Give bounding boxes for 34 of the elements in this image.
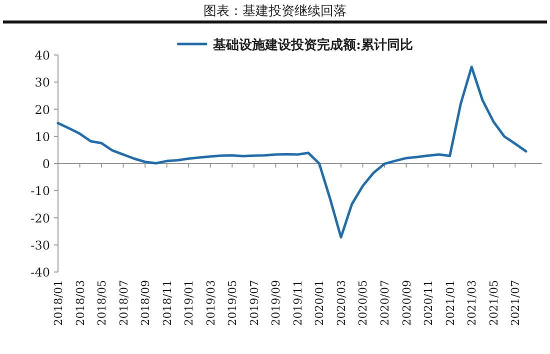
- legend-label: 基础设施建设投资完成额:累计同比: [212, 37, 413, 53]
- y-tick-label: 40: [34, 48, 50, 62]
- line-series: [56, 66, 528, 239]
- x-tick-label: 2018/11: [160, 280, 174, 326]
- x-tick-label: 2018/03: [74, 280, 87, 326]
- y-tick-label: 30: [34, 76, 50, 90]
- y-tick-label: -40: [30, 266, 50, 280]
- y-tick-label: -20: [30, 211, 50, 226]
- x-tick-label: 2020/05: [356, 280, 370, 326]
- x-tick-label: 2021/07: [509, 280, 522, 326]
- x-tick-label: 2019/01: [182, 280, 196, 326]
- x-tick-label: 2020/07: [378, 280, 392, 326]
- y-tick-label: -30: [30, 238, 50, 252]
- x-tick-label: 2019/09: [270, 280, 283, 326]
- y-tick-label: 20: [34, 102, 50, 117]
- x-tick-label: 2021/01: [444, 280, 457, 326]
- x-tick-label: 2020/11: [422, 280, 436, 326]
- x-tick-label: 2018/07: [117, 280, 130, 326]
- y-tick-label: 10: [34, 130, 50, 144]
- x-tick-label: 2021/03: [466, 280, 479, 326]
- x-tick-label: 2019/11: [291, 280, 304, 326]
- chart-title: 图表：基建投资继续回落: [204, 4, 346, 19]
- y-tick-label: -10: [30, 184, 50, 198]
- x-tick-label: 2019/05: [226, 280, 240, 326]
- x-tick-label: 2020/09: [400, 280, 414, 326]
- x-tick-label: 2021/05: [487, 280, 500, 326]
- x-tick-label: 2018/09: [139, 280, 152, 326]
- y-tick-label: 0: [42, 157, 50, 171]
- x-tick-label: 2018/05: [96, 280, 109, 326]
- x-tick-label: 2019/03: [204, 280, 218, 326]
- x-tick-label: 2018/01: [52, 280, 65, 326]
- x-tick-label: 2019/07: [248, 280, 261, 326]
- x-tick-label: 2020/03: [334, 280, 348, 326]
- x-tick-label: 2020/01: [313, 280, 326, 326]
